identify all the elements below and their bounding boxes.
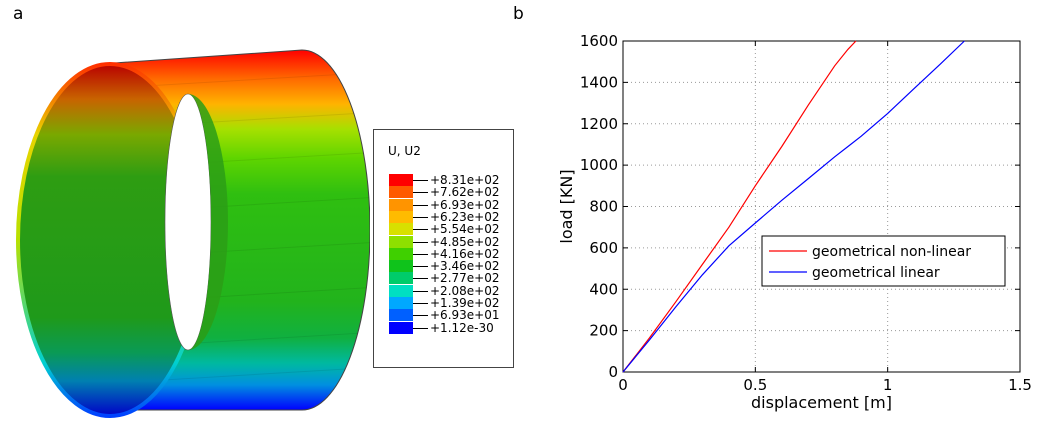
legend-value-label: +7.62e+02	[430, 185, 500, 200]
legend-tick	[413, 278, 428, 280]
panel-letter-a: a	[13, 4, 24, 24]
panel-a: a	[13, 4, 514, 418]
legend-swatch	[389, 247, 413, 260]
y-tick-label: 200	[589, 322, 618, 340]
legend-tick	[413, 315, 428, 317]
y-tick-label: 400	[589, 280, 618, 298]
legend-swatch	[389, 210, 413, 223]
legend-swatch	[389, 198, 413, 211]
legend-value-label: +1.12e-30	[430, 320, 494, 335]
legend-value-label: +1.39e+02	[430, 296, 500, 310]
legend-tick	[413, 216, 428, 218]
plot-area	[622, 40, 1021, 373]
y-tick-label: 1200	[580, 115, 618, 133]
legend-swatch	[389, 174, 413, 186]
cylinder-inner-wall	[188, 94, 228, 350]
legend-tick	[413, 327, 428, 329]
legend-series-label: geometrical non-linear	[812, 244, 971, 260]
legend-tick	[413, 266, 428, 268]
legend-swatch	[389, 235, 413, 248]
legend-tick	[413, 204, 428, 206]
legend-swatch	[389, 297, 413, 309]
legend-value-label: +2.77e+02	[430, 271, 500, 286]
panel-letter-b: b	[513, 4, 524, 24]
legend-tick	[413, 180, 428, 181]
legend-tick	[413, 192, 428, 194]
y-tick-label: 0	[608, 363, 618, 381]
legend-value-label: +2.08e+02	[430, 283, 500, 298]
series-layer	[622, 40, 965, 373]
series-line	[622, 40, 965, 373]
legend-swatch	[389, 309, 413, 322]
x-tick-label: 0	[618, 376, 628, 394]
y-tick-label: 600	[589, 239, 618, 257]
legend-tick	[413, 253, 428, 255]
panel-b: b 0 0.5 1 1.5 0 200 400 600 800 1000 1200 1400 1600 …	[513, 0, 1038, 421]
chart-legend: geometrical non-linear geometrical linear	[761, 235, 1006, 287]
legend-value-label: +6.93e+02	[430, 197, 500, 212]
legend-swatch	[389, 223, 413, 236]
cylinder-opening	[164, 93, 212, 351]
legend-series-label: geometrical linear	[812, 265, 940, 281]
y-tick-label: 1600	[580, 32, 618, 50]
legend-value-label: +4.16e+02	[430, 246, 500, 261]
y-tick-label: 800	[589, 198, 618, 216]
legend-value-label: +8.31e+02	[430, 173, 500, 187]
contour-legend: U, U2 +8.31e+02 +7.62e+02 +6.93e+02 +6.23e+…	[373, 129, 514, 368]
legend-value-label: +3.46e+02	[430, 259, 500, 274]
legend-value-label: +5.54e+02	[430, 222, 500, 237]
y-tick-label: 1400	[580, 73, 618, 91]
legend-swatch	[389, 272, 413, 285]
legend-tick	[413, 229, 428, 231]
x-tick-label: 1	[883, 376, 893, 394]
legend-frame	[761, 235, 1006, 287]
axis-ticks: 0 0.5 1 1.5 0 200 400 600 800 1000 1200 1400 1600	[580, 32, 1032, 394]
x-tick-label: 0.5	[743, 376, 767, 394]
y-axis-label: load [KN]	[557, 169, 576, 243]
x-axis-label: displacement [m]	[751, 393, 892, 412]
y-tick-label: 1000	[580, 156, 618, 174]
legend-swatch	[389, 284, 413, 297]
legend-value-label: +4.85e+02	[430, 234, 500, 249]
legend-tick	[413, 303, 428, 304]
legend-tick	[413, 290, 428, 292]
legend-value-label: +6.93e+01	[430, 308, 500, 323]
load-displacement-chart: 0 0.5 1 1.5 0 200 400 600 800 1000 1200 1400 1600 di…	[557, 32, 1032, 412]
legend-value-label: +6.23e+02	[430, 209, 500, 224]
x-tick-label: 1.5	[1008, 376, 1032, 394]
legend-swatch	[389, 186, 413, 199]
legend-tick	[413, 241, 428, 243]
legend-swatch	[389, 260, 413, 273]
chart-grid	[623, 41, 1020, 372]
legend-swatch	[389, 321, 413, 334]
cylinder-contour-plot	[16, 49, 370, 418]
legend-title: U, U2	[388, 144, 421, 158]
series-line	[622, 40, 857, 373]
